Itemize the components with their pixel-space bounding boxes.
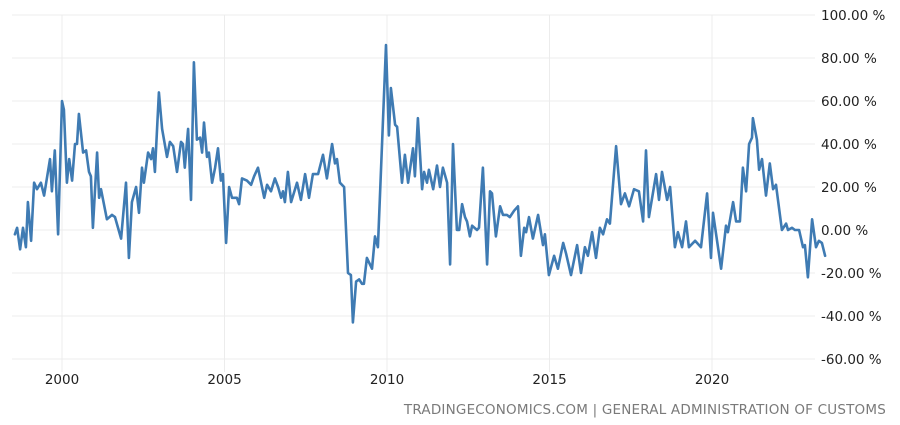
grid-lines [12, 14, 815, 372]
x-tick-label: 2010 [370, 372, 404, 388]
y-tick-label: 40.00 % [821, 137, 877, 153]
y-tick-label: 0.00 % [821, 223, 868, 239]
x-tick-label: 2015 [532, 372, 566, 388]
y-axis-ticks: 100.00 % 80.00 % 60.00 % 40.00 % 20.00 % 0.00… [821, 8, 886, 368]
y-tick-label: 80.00 % [821, 51, 877, 67]
y-tick-label: -20.00 % [821, 266, 882, 282]
y-tick-label: -60.00 % [821, 352, 882, 368]
series-line [13, 43, 827, 324]
y-tick-label: -40.00 % [821, 309, 882, 325]
x-tick-label: 2005 [207, 372, 241, 388]
x-tick-label: 2000 [45, 372, 79, 388]
series-layer [13, 43, 827, 324]
y-tick-label: 20.00 % [821, 180, 877, 196]
y-tick-label: 60.00 % [821, 94, 877, 110]
y-tick-label: 100.00 % [821, 8, 886, 24]
x-tick-label: 2020 [695, 372, 729, 388]
source-attribution: TRADINGECONOMICS.COM | GENERAL ADMINISTR… [403, 402, 886, 418]
x-axis-ticks: 2000 2005 2010 2015 2020 [45, 372, 729, 388]
